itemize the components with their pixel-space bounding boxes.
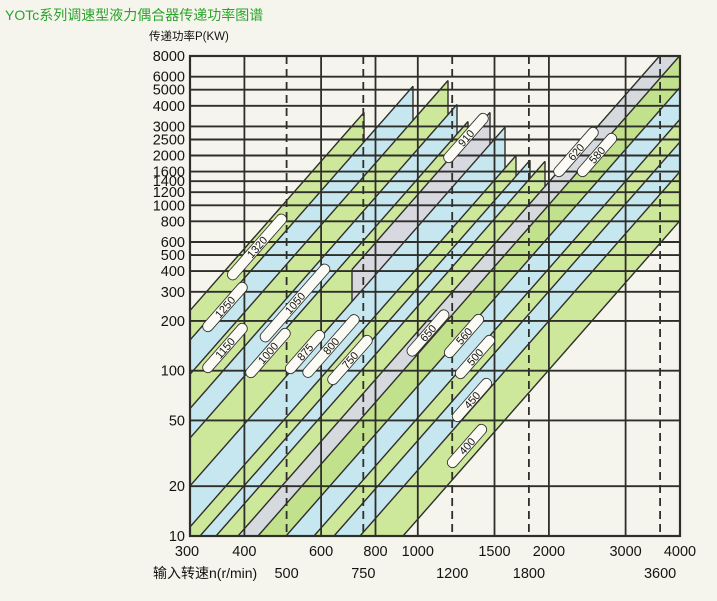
svg-text:200: 200 (161, 314, 185, 330)
svg-text:6000: 6000 (153, 70, 185, 86)
svg-text:300: 300 (161, 285, 185, 301)
svg-text:1000: 1000 (153, 198, 185, 214)
svg-text:2500: 2500 (153, 133, 185, 149)
svg-text:400: 400 (161, 264, 185, 280)
svg-text:300: 300 (175, 544, 199, 560)
svg-text:3600: 3600 (644, 566, 676, 582)
svg-text:50: 50 (169, 413, 185, 429)
svg-text:800: 800 (161, 214, 185, 230)
svg-text:500: 500 (161, 248, 185, 264)
svg-text:1500: 1500 (478, 544, 510, 560)
svg-text:8000: 8000 (153, 49, 185, 65)
svg-text:传递功率P(KW): 传递功率P(KW) (149, 29, 229, 43)
svg-text:1400: 1400 (153, 174, 185, 190)
svg-text:10: 10 (169, 529, 185, 545)
svg-text:1600: 1600 (153, 165, 185, 181)
svg-text:1200: 1200 (436, 566, 468, 582)
svg-text:20: 20 (169, 479, 185, 495)
svg-text:4000: 4000 (153, 99, 185, 115)
svg-text:1800: 1800 (513, 566, 545, 582)
svg-text:800: 800 (363, 544, 387, 560)
svg-text:4000: 4000 (664, 544, 696, 560)
svg-text:100: 100 (161, 364, 185, 380)
svg-text:600: 600 (161, 235, 185, 251)
svg-text:2000: 2000 (153, 149, 185, 165)
svg-text:输入转速n(r/min): 输入转速n(r/min) (153, 565, 257, 581)
svg-text:600: 600 (309, 544, 333, 560)
svg-text:1000: 1000 (402, 544, 434, 560)
svg-text:2000: 2000 (533, 544, 565, 560)
svg-text:750: 750 (351, 566, 375, 582)
svg-text:5000: 5000 (153, 83, 185, 99)
svg-text:3000: 3000 (153, 119, 185, 135)
svg-text:1200: 1200 (153, 185, 185, 201)
svg-text:YOTc系列调速型液力偶合器传递功率图谱: YOTc系列调速型液力偶合器传递功率图谱 (5, 7, 263, 23)
svg-text:3000: 3000 (609, 544, 641, 560)
svg-text:500: 500 (274, 566, 298, 582)
svg-text:400: 400 (232, 544, 256, 560)
